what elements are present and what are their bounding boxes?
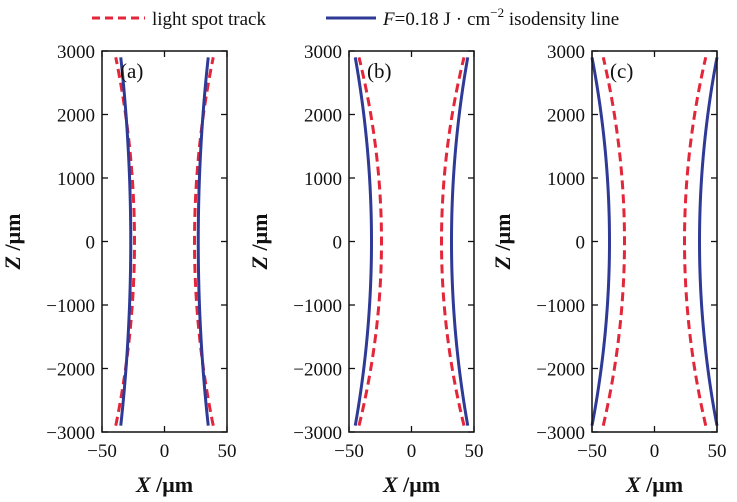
x-tick-label: −50 xyxy=(87,441,117,462)
dashed-curve-right xyxy=(439,56,466,427)
legend-dashed-label: light spot track xyxy=(152,9,266,30)
y-tick-label: −1000 xyxy=(536,296,585,317)
y-axis-unit: /μm xyxy=(0,214,25,256)
dashed-curve-left xyxy=(357,56,384,427)
x-axis-var: X xyxy=(625,472,642,497)
x-tick-label: 0 xyxy=(407,441,417,462)
panel-3: 3000 2000 1000 0 −1000 −2000 −3000−50 0 50 (c) X /… xyxy=(490,42,727,497)
solid-curve-right xyxy=(196,57,210,426)
plot-frame xyxy=(101,50,228,433)
y-tick-label: 1000 xyxy=(57,169,95,190)
x-axis-unit: /μm xyxy=(641,472,683,497)
x-tick-label: −50 xyxy=(577,441,607,462)
x-axis-label: X /μm xyxy=(135,472,193,497)
legend-solid-label: F=0.18 J · cm−2 isodensity line xyxy=(382,5,619,30)
panel-label: (b) xyxy=(367,59,392,83)
dashed-curve-left xyxy=(601,57,627,426)
x-axis-var: X xyxy=(382,472,399,497)
y-tick-label: 2000 xyxy=(304,106,342,127)
x-tick-label: 0 xyxy=(160,441,170,462)
y-axis-unit: /μm xyxy=(490,214,515,256)
y-axis-var: Z xyxy=(247,256,272,270)
solid-curve-left xyxy=(119,57,133,426)
y-axis-label: Z /μm xyxy=(0,214,25,271)
y-axis-label: Z /μm xyxy=(247,214,272,271)
dashed-curve-right xyxy=(682,57,708,426)
x-tick-label: 50 xyxy=(465,441,484,462)
panel-label: (c) xyxy=(610,59,633,83)
y-tick-label: −3000 xyxy=(293,423,342,444)
y-tick-label: −1000 xyxy=(46,296,95,317)
y-tick-label: 2000 xyxy=(57,106,95,127)
legend-solid-value: =0.18 J xyxy=(395,9,451,30)
y-tick-label: 3000 xyxy=(547,42,585,63)
panel-label: (a) xyxy=(120,59,143,83)
y-tick-label: 1000 xyxy=(547,169,585,190)
x-axis-label: X /μm xyxy=(382,472,440,497)
y-axis-unit: /μm xyxy=(247,214,272,256)
y-tick-label: 0 xyxy=(86,233,96,254)
panel-2: 3000 2000 1000 0 −1000 −2000 −3000−50 0 50 (b) X /… xyxy=(247,42,484,497)
x-tick-label: 0 xyxy=(650,441,660,462)
x-axis-var: X xyxy=(135,472,152,497)
legend-solid-var: F xyxy=(382,9,395,30)
y-tick-label: 0 xyxy=(333,233,343,254)
y-tick-label: −1000 xyxy=(293,296,342,317)
legend: light spot track F=0.18 J · cm−2 isodensit… xyxy=(92,5,619,30)
legend-solid-unit: cm xyxy=(467,9,490,30)
y-tick-label: −3000 xyxy=(536,423,585,444)
y-tick-label: −3000 xyxy=(46,423,95,444)
y-tick-label: 3000 xyxy=(57,42,95,63)
y-tick-label: −2000 xyxy=(293,360,342,381)
panel-1: 3000 2000 1000 0 −1000 −2000 −3000−50 0 50 (a) X /… xyxy=(0,42,237,497)
x-tick-label: −50 xyxy=(334,441,364,462)
solid-curve-right xyxy=(449,57,470,426)
legend-solid-suffix: isodensity line xyxy=(504,9,619,30)
y-tick-label: 1000 xyxy=(304,169,342,190)
y-tick-label: −2000 xyxy=(46,360,95,381)
solid-curve-left xyxy=(590,57,612,426)
solid-curve-right xyxy=(697,57,719,426)
legend-solid-dot: · xyxy=(456,9,462,30)
y-axis-label: Z /μm xyxy=(490,214,515,271)
legend-solid-exp: −2 xyxy=(490,5,504,20)
x-axis-unit: /μm xyxy=(151,472,193,497)
plot-frame xyxy=(348,50,475,433)
x-tick-label: 50 xyxy=(218,441,237,462)
y-tick-label: 0 xyxy=(576,233,586,254)
solid-curve-left xyxy=(353,57,374,426)
x-axis-unit: /μm xyxy=(398,472,440,497)
x-tick-label: 50 xyxy=(708,441,727,462)
y-tick-label: 2000 xyxy=(547,106,585,127)
y-tick-label: −2000 xyxy=(536,360,585,381)
y-axis-var: Z xyxy=(0,256,25,270)
y-tick-label: 3000 xyxy=(304,42,342,63)
y-axis-var: Z xyxy=(490,256,515,270)
x-axis-label: X /μm xyxy=(625,472,683,497)
